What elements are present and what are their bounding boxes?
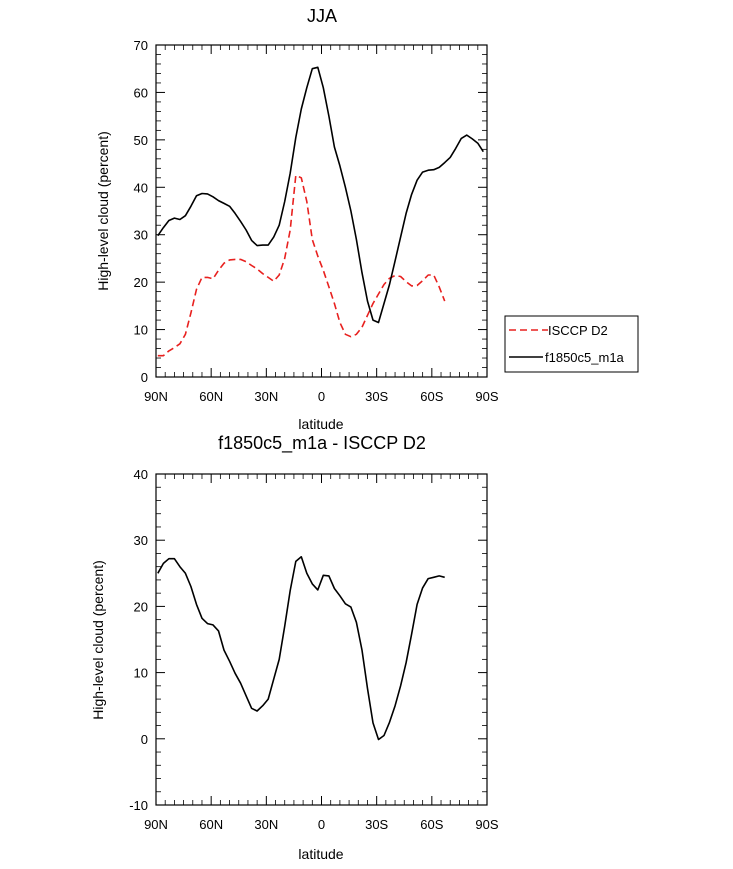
y-tick-label: -10 [129,798,148,813]
chart-title: JJA [307,6,337,26]
series-line-f1850c5-m1a-isccp-d2 [157,555,445,741]
legend-box [504,315,639,373]
y-tick-label: 20 [134,275,148,290]
y-axis-label: High-level cloud (percent) [90,560,106,720]
chart-title: f1850c5_m1a - ISCCP D2 [218,433,426,454]
x-tick-label: 90N [144,389,168,404]
legend-label-isccp: ISCCP D2 [548,323,608,338]
plot-frame [155,44,488,378]
plot-frame [155,473,488,806]
y-tick-label: 10 [134,323,148,338]
y-tick-label: 60 [134,85,148,100]
y-tick-label: 50 [134,133,148,148]
legend: ISCCP D2 f1850c5_m1a [504,315,639,373]
y-tick-label: 40 [134,180,148,195]
x-tick-label: 60N [199,389,223,404]
y-tick-label: 30 [134,533,148,548]
series-line-isccp-d2 [157,174,446,357]
y-tick-label: 70 [134,38,148,53]
x-axis-label: latitude [298,846,343,862]
y-tick-label: 20 [134,599,148,614]
y-tick-label: 30 [134,228,148,243]
x-tick-label: 30S [365,817,388,832]
panel-difference: f1850c5_m1a - ISCCP D2 High-level cloud … [90,433,499,862]
x-tick-label: 90S [475,389,498,404]
series-line-f1850c5-m1a [157,66,484,324]
y-tick-label: 10 [134,666,148,681]
x-tick-label: 30N [254,389,278,404]
x-tick-label: 30N [254,817,278,832]
x-tick-label: 30S [365,389,388,404]
x-tick-label: 0 [318,817,325,832]
y-tick-label: 0 [141,370,148,385]
x-tick-label: 60N [199,817,223,832]
x-tick-label: 0 [318,389,325,404]
x-axis-label: latitude [298,416,343,432]
panel-climatology: JJA High-level cloud (percent) latitude … [95,6,499,432]
x-tick-label: 90S [475,817,498,832]
y-tick-label: 40 [134,467,148,482]
x-tick-label: 90N [144,817,168,832]
x-tick-label: 60S [420,389,443,404]
y-tick-label: 0 [141,732,148,747]
y-axis-label: High-level cloud (percent) [95,131,111,291]
x-tick-label: 60S [420,817,443,832]
legend-label-model: f1850c5_m1a [545,350,625,365]
